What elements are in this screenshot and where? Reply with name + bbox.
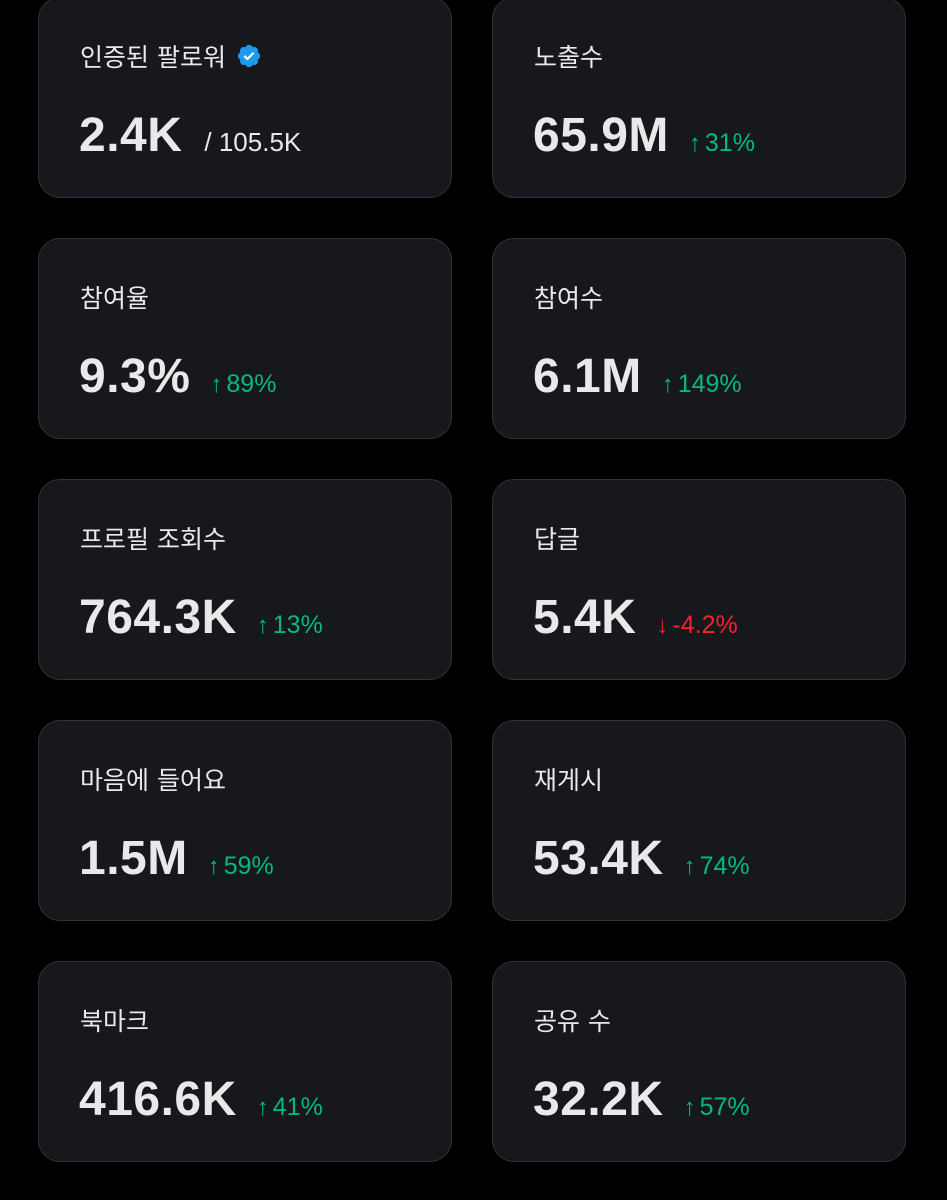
arrow-up-icon: ↑ <box>661 371 674 398</box>
metric-label-row: 참여율 <box>80 279 149 315</box>
metric-label: 북마크 <box>80 1007 150 1036</box>
metric-label: 답글 <box>534 525 581 554</box>
metric-label-row: 인증된 팔로워 <box>80 38 262 74</box>
metric-delta-value: 59% <box>223 852 274 880</box>
metric-label: 참여율 <box>80 284 150 313</box>
metric-value: 5.4K <box>533 591 637 644</box>
metric-label: 마음에 들어요 <box>80 766 226 795</box>
metric-delta-value: 13% <box>272 611 323 639</box>
metric-label-row: 재게시 <box>534 761 603 797</box>
metric-card-engagement-rate[interactable]: 참여율 9.3% ↑ 89% <box>38 238 452 439</box>
metric-value: 764.3K <box>79 591 237 644</box>
arrow-up-icon: ↑ <box>683 1094 696 1121</box>
metric-label-row: 참여수 <box>534 279 603 315</box>
metric-delta-value: -4.2% <box>672 611 738 639</box>
metric-value-row: 764.3K ↑ 13% <box>79 590 323 645</box>
metrics-grid: 인증된 팔로워 2.4K / 105.5K 노출수 65.9M ↑ 31% <box>38 0 906 1162</box>
metric-label-row: 공유 수 <box>534 1002 611 1038</box>
metric-label-row: 북마크 <box>80 1002 149 1038</box>
metric-label: 노출수 <box>534 43 604 72</box>
metric-value-row: 32.2K ↑ 57% <box>533 1072 750 1127</box>
metric-value-row: 6.1M ↑ 149% <box>533 349 742 404</box>
metric-label-row: 답글 <box>534 520 580 556</box>
metric-label: 공유 수 <box>534 1007 611 1036</box>
arrow-up-icon: ↑ <box>210 371 223 398</box>
metric-value: 65.9M <box>533 109 669 162</box>
metric-delta: ↑ 57% <box>684 1093 750 1122</box>
arrow-up-icon: ↑ <box>256 1094 269 1121</box>
metric-value-row: 9.3% ↑ 89% <box>79 349 276 404</box>
metric-label: 재게시 <box>534 766 604 795</box>
metric-total: / 105.5K <box>204 127 302 157</box>
metric-value-row: 1.5M ↑ 59% <box>79 831 274 886</box>
metric-delta: ↑ 41% <box>257 1093 323 1122</box>
metric-card-likes[interactable]: 마음에 들어요 1.5M ↑ 59% <box>38 720 452 921</box>
metric-label-row: 마음에 들어요 <box>80 761 226 797</box>
metric-delta-value: 41% <box>272 1093 323 1121</box>
metric-card-replies[interactable]: 답글 5.4K ↓ -4.2% <box>492 479 906 680</box>
verified-badge-icon <box>236 43 262 69</box>
metric-label: 인증된 팔로워 <box>80 43 226 72</box>
metric-label-row: 노출수 <box>534 38 603 74</box>
metric-delta: ↑ 13% <box>257 611 323 640</box>
metric-value: 1.5M <box>79 832 188 885</box>
metric-value-row: 5.4K ↓ -4.2% <box>533 590 738 645</box>
metric-card-bookmarks[interactable]: 북마크 416.6K ↑ 41% <box>38 961 452 1162</box>
metric-value: 2.4K <box>79 109 183 162</box>
metric-value-row: 65.9M ↑ 31% <box>533 108 755 163</box>
metric-value: 416.6K <box>79 1073 237 1126</box>
metric-value-row: 53.4K ↑ 74% <box>533 831 750 886</box>
metric-card-reposts[interactable]: 재게시 53.4K ↑ 74% <box>492 720 906 921</box>
metric-delta: ↑ 149% <box>662 370 742 399</box>
metric-label: 참여수 <box>534 284 604 313</box>
metric-delta-value: 31% <box>704 129 755 157</box>
metric-card-engagements[interactable]: 참여수 6.1M ↑ 149% <box>492 238 906 439</box>
metric-delta: ↑ 89% <box>210 370 276 399</box>
metric-delta: ↓ -4.2% <box>656 611 737 640</box>
metric-delta-value: 149% <box>677 370 742 398</box>
arrow-down-icon: ↓ <box>656 612 669 639</box>
metric-card-profile-visits[interactable]: 프로필 조회수 764.3K ↑ 13% <box>38 479 452 680</box>
metric-value-row: 416.6K ↑ 41% <box>79 1072 323 1127</box>
metric-value: 6.1M <box>533 350 642 403</box>
metric-delta-value: 57% <box>699 1093 750 1121</box>
metric-delta: ↑ 31% <box>689 129 755 158</box>
metric-delta-value: 74% <box>699 852 750 880</box>
metric-value-row: 2.4K / 105.5K <box>79 108 301 163</box>
metric-card-impressions[interactable]: 노출수 65.9M ↑ 31% <box>492 0 906 198</box>
metric-card-shares[interactable]: 공유 수 32.2K ↑ 57% <box>492 961 906 1162</box>
metric-card-verified-followers[interactable]: 인증된 팔로워 2.4K / 105.5K <box>38 0 452 198</box>
metric-label-row: 프로필 조회수 <box>80 520 226 556</box>
arrow-up-icon: ↑ <box>683 853 696 880</box>
metric-value: 53.4K <box>533 832 664 885</box>
metric-delta: ↑ 74% <box>684 852 750 881</box>
arrow-up-icon: ↑ <box>256 612 269 639</box>
metric-delta-value: 89% <box>226 370 277 398</box>
metric-label: 프로필 조회수 <box>80 525 226 554</box>
metric-value: 32.2K <box>533 1073 664 1126</box>
arrow-up-icon: ↑ <box>688 130 701 157</box>
arrow-up-icon: ↑ <box>207 853 220 880</box>
metric-delta: ↑ 59% <box>208 852 274 881</box>
metric-value: 9.3% <box>79 350 191 403</box>
